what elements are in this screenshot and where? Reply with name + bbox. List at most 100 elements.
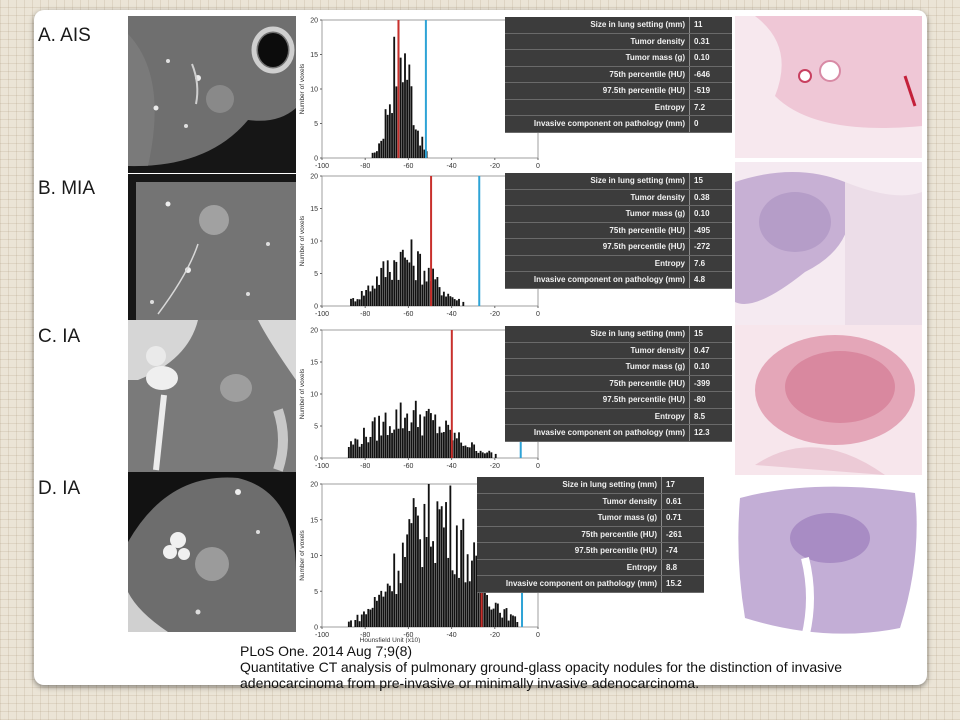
stats-row: 97.5th percentile (HU) -272 — [505, 238, 732, 256]
histogram-bar — [376, 151, 378, 158]
histogram-bar — [378, 415, 380, 458]
stats-row: Invasive component on pathology (mm) 0 — [505, 115, 732, 133]
histogram-bar — [406, 259, 409, 306]
x-tick-label: -80 — [360, 463, 370, 470]
histogram-bar — [412, 125, 415, 158]
stats-value: 7.2 — [689, 99, 732, 116]
histogram-bar — [445, 502, 447, 627]
stats-value: -399 — [689, 375, 732, 392]
histogram-bar — [419, 414, 422, 458]
stats-key: 97.5th percentile (HU) — [505, 391, 690, 409]
histogram-bar — [408, 262, 411, 306]
stats-row: 75th percentile (HU) -495 — [505, 222, 732, 239]
histogram-bar — [408, 64, 411, 158]
histogram-bar — [354, 438, 357, 458]
histogram-bar — [438, 509, 441, 627]
histogram-bar — [380, 140, 383, 158]
x-tick-label: 0 — [536, 311, 540, 318]
histogram-bar — [369, 436, 372, 458]
x-tick-label: -60 — [403, 163, 413, 170]
histogram-bar — [442, 527, 445, 627]
stats-key: Tumor density — [505, 189, 690, 206]
histogram-bar — [356, 614, 359, 627]
histogram-bar — [436, 501, 439, 627]
histogram-bar — [367, 285, 370, 306]
histogram-bar — [371, 607, 374, 627]
stats-row: Tumor density 0.31 — [505, 33, 732, 50]
histogram-bar — [371, 285, 374, 306]
histogram-bar — [391, 113, 393, 158]
x-tick-label: 0 — [536, 163, 540, 170]
pathology-image-a — [735, 16, 922, 158]
histogram-bar — [386, 114, 389, 158]
histogram-bar — [406, 534, 409, 627]
histogram-bar — [414, 129, 417, 158]
stats-value: 0.31 — [689, 33, 732, 50]
histogram-bar — [360, 614, 363, 627]
x-tick-label: -80 — [360, 163, 370, 170]
histogram-bar — [391, 432, 393, 458]
x-tick-label: -40 — [447, 463, 457, 470]
stats-key: Invasive component on pathology (mm) — [505, 424, 690, 442]
histogram-bar — [373, 417, 376, 458]
histogram-bar — [363, 611, 365, 627]
x-tick-label: -100 — [315, 632, 329, 639]
stats-value: 0.47 — [689, 342, 732, 359]
histogram-bar — [425, 281, 428, 306]
stats-row: Size in lung setting (mm) 15 — [505, 326, 732, 343]
histogram-bar — [490, 452, 493, 458]
histogram-bar — [501, 617, 504, 627]
histogram-bar — [462, 518, 465, 627]
histogram-bar — [412, 410, 415, 458]
histogram-bar — [404, 417, 406, 458]
histogram-bar — [363, 427, 365, 458]
ct-image-a — [128, 16, 296, 173]
histogram-bar — [397, 570, 400, 627]
x-tick-label: -100 — [315, 463, 329, 470]
histogram-bar — [371, 421, 374, 458]
histogram-bar — [388, 104, 391, 158]
stats-value: -74 — [661, 542, 704, 560]
histogram-bar — [412, 498, 415, 627]
histogram-bar — [492, 608, 495, 627]
stats-key: Tumor density — [477, 493, 662, 510]
stats-row: 97.5th percentile (HU) -519 — [505, 82, 732, 100]
stats-value: 0.71 — [661, 509, 704, 527]
histogram-bar — [440, 506, 443, 627]
stats-table-a: Size in lung setting (mm) 11 Tumor density… — [505, 17, 732, 133]
y-tick-label: 15 — [310, 360, 318, 367]
histogram-bar — [434, 279, 437, 306]
stats-value: -519 — [689, 82, 732, 100]
x-tick-label: 0 — [536, 632, 540, 639]
stats-key: 75th percentile (HU) — [505, 222, 690, 239]
histogram-bar — [386, 260, 389, 306]
histogram-bar — [427, 267, 430, 306]
ct-image-d — [128, 472, 296, 632]
x-tick-label: -60 — [403, 311, 413, 318]
histogram-bar — [406, 79, 409, 158]
histogram-bar — [360, 291, 363, 306]
x-tick-label: -80 — [360, 632, 370, 639]
histogram-bar — [388, 426, 391, 458]
histogram-bar — [419, 145, 422, 158]
histogram-bar — [434, 414, 437, 458]
histogram-bar — [509, 614, 512, 627]
histogram-bar — [425, 410, 428, 458]
y-tick-label: 10 — [310, 553, 318, 560]
pathology-image-d — [735, 478, 922, 638]
histogram-bar — [503, 609, 506, 627]
histogram-bar — [464, 582, 467, 627]
citation-journal: PLoS One. 2014 Aug 7;9(8) — [240, 643, 413, 659]
histogram-bar — [434, 562, 437, 627]
histogram-bar — [427, 484, 430, 627]
stats-key: Tumor mass (g) — [477, 509, 662, 527]
histogram-bar — [350, 620, 352, 627]
stats-row: Tumor density 0.38 — [505, 189, 732, 206]
panel-label-c: C. IA — [38, 326, 81, 347]
histogram-bar — [376, 440, 378, 458]
histogram-bar — [395, 409, 398, 458]
citation-title-line1: Quantitative CT analysis of pulmonary gr… — [240, 659, 843, 675]
histogram-bar — [421, 435, 424, 458]
stats-value: -646 — [689, 66, 732, 83]
stats-key: Entropy — [477, 559, 662, 576]
